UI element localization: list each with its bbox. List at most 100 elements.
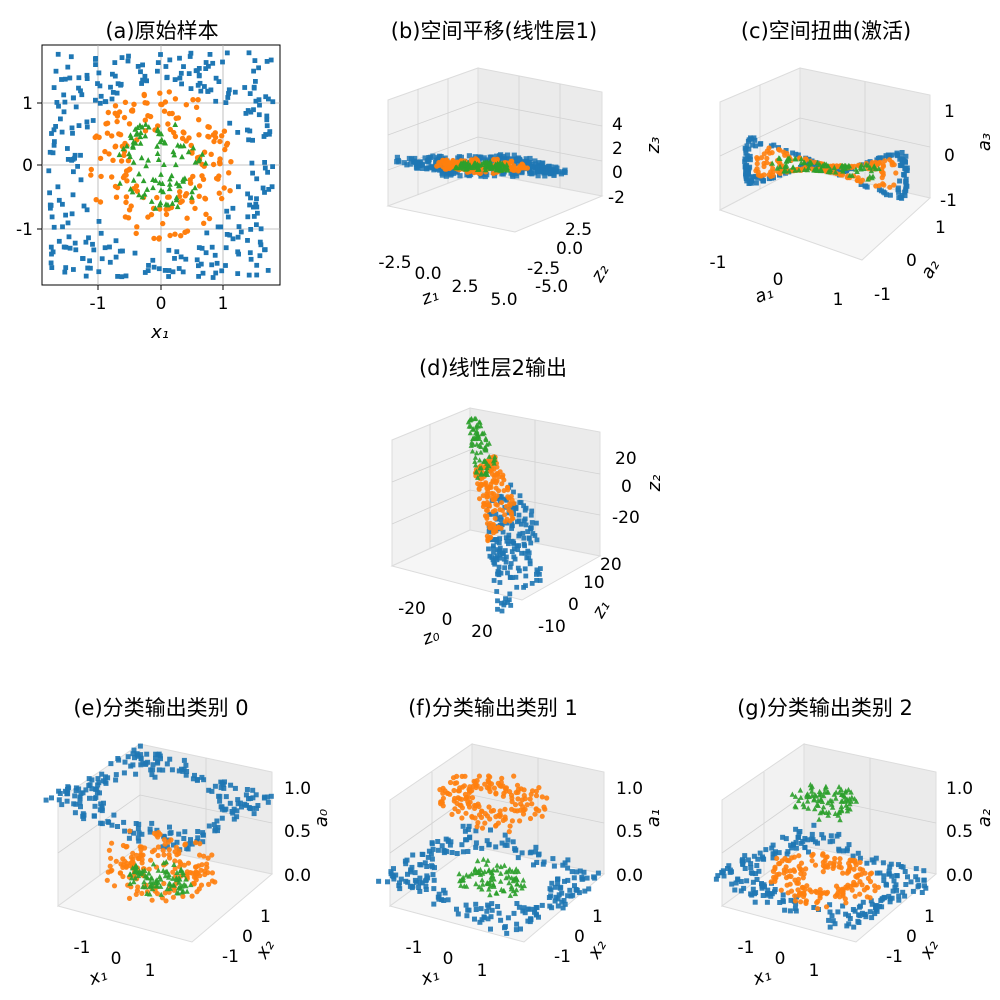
class-0-point	[742, 853, 748, 859]
class-0-point	[419, 162, 426, 168]
class-2-point	[876, 165, 882, 171]
class-2-point	[146, 870, 152, 876]
class-0-point	[502, 842, 508, 848]
class-0-point	[153, 751, 159, 757]
class-0-point	[567, 887, 573, 893]
panel-c-ztick-label: 1	[944, 102, 955, 122]
class-0-point	[531, 862, 536, 868]
class-0-point	[497, 552, 503, 558]
class-0-point	[527, 536, 532, 541]
class-0-point	[47, 149, 53, 155]
class-1-point	[473, 802, 479, 809]
class-0-point	[429, 856, 435, 862]
class-0-point	[821, 835, 826, 841]
class-2-point	[154, 883, 161, 889]
class-0-point	[733, 880, 739, 886]
class-0-point	[391, 866, 396, 872]
class-0-point	[194, 777, 200, 783]
class-1-point	[488, 520, 493, 526]
panel-g-title: (g)分类输出类别 2	[737, 696, 913, 720]
class-0-point	[136, 830, 142, 836]
class-0-point	[126, 835, 132, 841]
class-0-point	[212, 252, 218, 258]
class-1-point	[781, 867, 787, 873]
class-2-point	[478, 471, 484, 477]
class-0-point	[488, 827, 493, 833]
class-1-point	[831, 861, 837, 868]
class-0-point	[423, 878, 428, 884]
class-0-point	[211, 822, 217, 828]
class-0-point	[224, 208, 230, 214]
class-0-point	[756, 868, 762, 874]
class-0-point	[841, 848, 846, 854]
class-0-point	[65, 791, 71, 797]
class-1-point	[180, 893, 186, 900]
class-2-point	[166, 185, 173, 192]
panel-f: (f)分类输出类别 1 -1 0 1 -1 0 1 1.0 0.5 0.0 x₁…	[376, 696, 664, 990]
class-0-point	[898, 864, 904, 869]
class-0-point	[170, 842, 176, 848]
class-0-point	[551, 863, 557, 869]
class-0-point	[516, 518, 522, 524]
class-0-point	[183, 772, 189, 778]
class-0-point	[516, 512, 522, 518]
class-2-point	[128, 875, 135, 881]
class-0-point	[886, 871, 892, 877]
class-2-point	[165, 201, 171, 208]
class-1-point	[533, 793, 540, 799]
class-0-point	[209, 262, 215, 268]
class-1-point	[221, 128, 228, 134]
class-1-point	[196, 183, 203, 189]
class-2-point	[467, 430, 473, 436]
panel-e-ztick-label: 1.0	[284, 779, 311, 799]
class-1-point	[482, 820, 488, 826]
class-0-point	[745, 171, 751, 177]
class-0-point	[498, 152, 504, 158]
class-0-point	[869, 915, 875, 921]
class-2-point	[815, 802, 821, 808]
class-0-point	[158, 52, 163, 57]
class-1-point	[838, 865, 844, 871]
class-0-point	[458, 154, 464, 160]
class-2-point	[154, 150, 161, 156]
class-0-point	[569, 869, 575, 875]
class-0-point	[846, 913, 851, 919]
class-0-point	[144, 751, 150, 757]
class-2-point	[476, 884, 482, 890]
class-1-point	[106, 847, 112, 853]
class-0-point	[529, 508, 535, 514]
class-0-point	[559, 890, 565, 896]
class-0-point	[889, 152, 895, 158]
class-0-point	[903, 186, 909, 192]
panel-b-ytick-label: 0.0	[556, 239, 583, 259]
class-0-point	[407, 161, 413, 167]
class-0-point	[792, 906, 798, 911]
class-0-point	[742, 866, 748, 871]
panel-d-ytick-label: 10	[583, 573, 605, 593]
class-2-point	[199, 151, 206, 157]
class-2-point	[482, 161, 489, 168]
class-0-point	[135, 826, 141, 832]
class-0-point	[835, 909, 841, 915]
class-1-point	[165, 121, 171, 127]
class-0-point	[172, 256, 177, 261]
class-0-point	[504, 554, 509, 560]
class-2-point	[185, 148, 192, 155]
class-1-point	[527, 815, 534, 822]
class-0-point	[435, 847, 441, 853]
class-0-point	[140, 62, 145, 68]
class-0-point	[764, 899, 770, 905]
class-0-point	[523, 573, 529, 579]
class-1-point	[778, 887, 784, 893]
class-0-point	[422, 155, 428, 161]
class-0-point	[220, 59, 225, 65]
panel-b: (b)空间平移(线性层1) -2.5 0.0 2.5 5.0 -5.0 -2.5…	[378, 19, 664, 310]
class-2-point	[120, 145, 127, 152]
class-0-point	[416, 885, 422, 890]
class-1-point	[532, 811, 538, 817]
class-2-point	[829, 804, 836, 810]
panel-c-zlabel: a₃	[974, 133, 995, 151]
class-0-point	[183, 762, 189, 768]
panel-b-title: (b)空间平移(线性层1)	[391, 19, 597, 43]
class-0-point	[184, 769, 190, 774]
